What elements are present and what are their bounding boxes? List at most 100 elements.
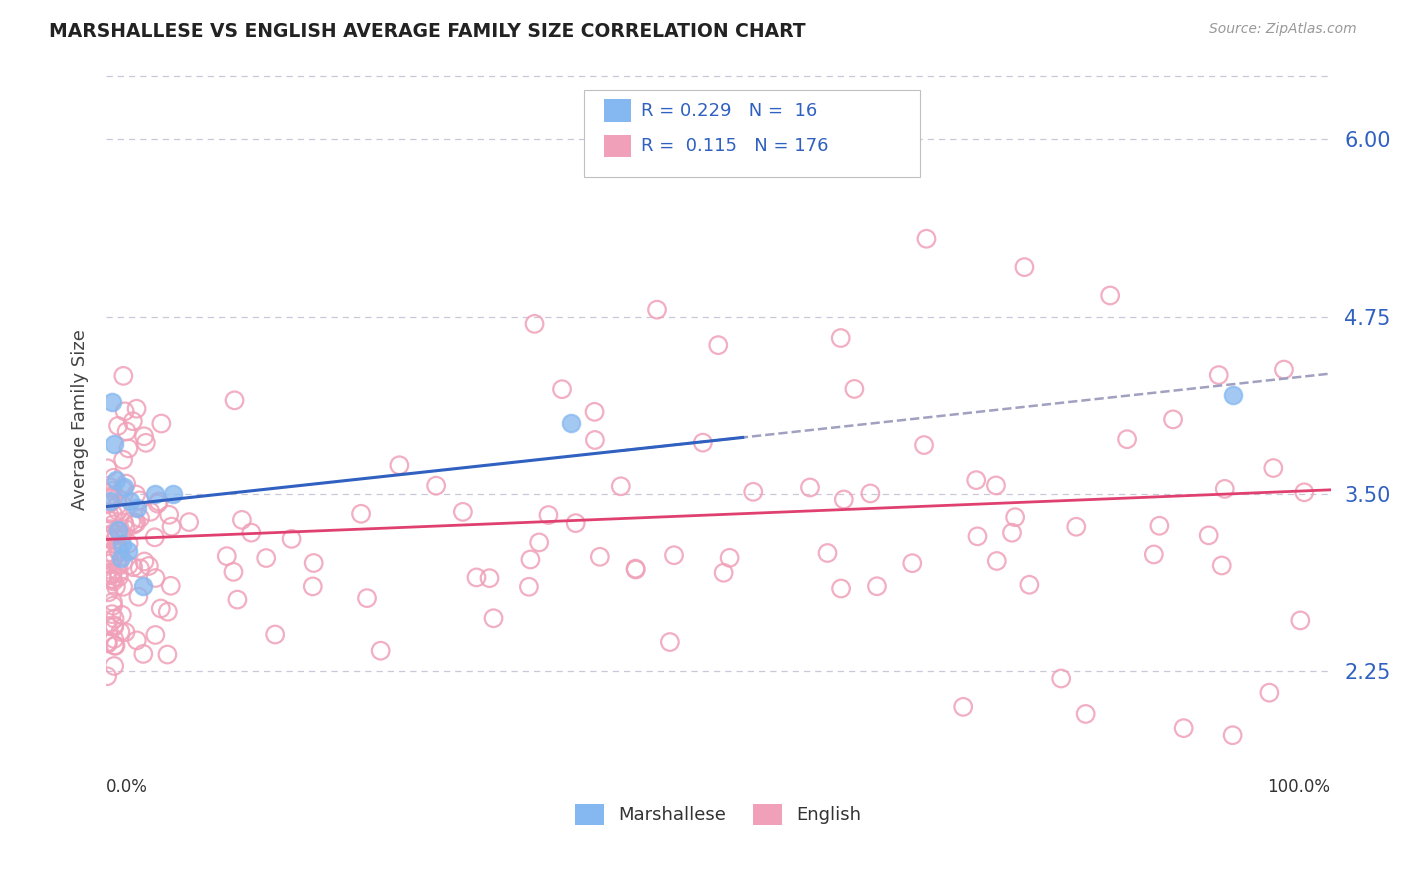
Point xyxy=(222,565,245,579)
Point xyxy=(108,524,131,539)
Point xyxy=(103,618,125,632)
Point xyxy=(100,480,122,494)
Point xyxy=(98,496,121,510)
Point xyxy=(1222,388,1244,402)
Point xyxy=(96,529,118,543)
Point xyxy=(388,458,411,473)
Point xyxy=(465,570,488,584)
Point xyxy=(583,405,606,419)
Point xyxy=(984,478,1007,492)
Point xyxy=(1050,672,1073,686)
Point xyxy=(1143,548,1166,562)
Point xyxy=(120,514,142,528)
Point xyxy=(96,511,118,525)
Point xyxy=(527,535,550,549)
Point xyxy=(104,612,127,626)
Point xyxy=(215,549,238,563)
Point xyxy=(131,579,153,593)
Point xyxy=(125,401,148,416)
Point xyxy=(1211,558,1233,573)
Point xyxy=(254,551,277,566)
Point xyxy=(115,425,138,439)
Point xyxy=(98,489,121,503)
Point xyxy=(98,522,121,536)
Point xyxy=(482,611,505,625)
Point xyxy=(280,532,302,546)
Point xyxy=(135,435,157,450)
Point xyxy=(104,549,127,564)
Point xyxy=(97,563,120,577)
Point xyxy=(240,525,263,540)
Point xyxy=(103,437,125,451)
Point xyxy=(231,513,253,527)
Point xyxy=(302,556,325,570)
Point xyxy=(103,632,125,646)
Point xyxy=(103,471,125,485)
Point xyxy=(157,508,180,522)
Point xyxy=(692,435,714,450)
Text: 100.0%: 100.0% xyxy=(1268,778,1330,796)
Point xyxy=(96,619,118,633)
Point xyxy=(1116,432,1139,446)
Point xyxy=(98,553,121,567)
Point xyxy=(583,433,606,447)
Point xyxy=(1004,510,1026,524)
Point xyxy=(817,546,839,560)
Point xyxy=(658,635,681,649)
Point xyxy=(104,533,127,547)
Point xyxy=(370,643,392,657)
Point xyxy=(111,482,134,496)
Point xyxy=(108,570,131,584)
Point xyxy=(98,532,121,546)
Point xyxy=(107,498,129,512)
Point xyxy=(832,492,855,507)
Point xyxy=(117,442,139,456)
Point xyxy=(107,523,129,537)
Point xyxy=(101,491,124,506)
Point xyxy=(560,416,582,430)
Point xyxy=(98,557,121,571)
Point xyxy=(124,516,146,530)
Point xyxy=(103,507,125,521)
Point xyxy=(97,585,120,599)
Point xyxy=(107,418,129,433)
Point xyxy=(112,555,135,569)
Point xyxy=(159,579,181,593)
Point xyxy=(120,494,142,508)
Point xyxy=(104,639,127,653)
Point xyxy=(1213,482,1236,496)
Point xyxy=(115,476,138,491)
Point xyxy=(1018,578,1040,592)
Point xyxy=(1001,525,1024,540)
Point xyxy=(105,538,128,552)
Point xyxy=(707,338,730,352)
Point xyxy=(1064,520,1087,534)
Bar xyxy=(605,135,631,157)
Point xyxy=(1099,288,1122,302)
Point xyxy=(965,473,987,487)
Point xyxy=(226,592,249,607)
Point xyxy=(830,331,852,345)
Point xyxy=(156,648,179,662)
Point xyxy=(624,563,647,577)
Point xyxy=(1074,706,1097,721)
Point xyxy=(162,487,184,501)
Point xyxy=(517,580,540,594)
Point xyxy=(96,549,118,564)
Point xyxy=(125,516,148,530)
Point xyxy=(224,393,246,408)
Point xyxy=(114,625,136,640)
Text: R =  0.115   N = 176: R = 0.115 N = 176 xyxy=(641,136,828,154)
Point xyxy=(350,507,373,521)
Point xyxy=(125,487,148,501)
Point xyxy=(104,473,127,487)
Point xyxy=(425,478,447,492)
Point xyxy=(645,302,668,317)
Point xyxy=(143,628,166,642)
Point xyxy=(122,517,145,532)
Point xyxy=(150,417,173,431)
Point xyxy=(114,404,136,418)
Point xyxy=(662,548,685,562)
Text: R = 0.229   N =  16: R = 0.229 N = 16 xyxy=(641,102,817,120)
Point xyxy=(125,633,148,648)
